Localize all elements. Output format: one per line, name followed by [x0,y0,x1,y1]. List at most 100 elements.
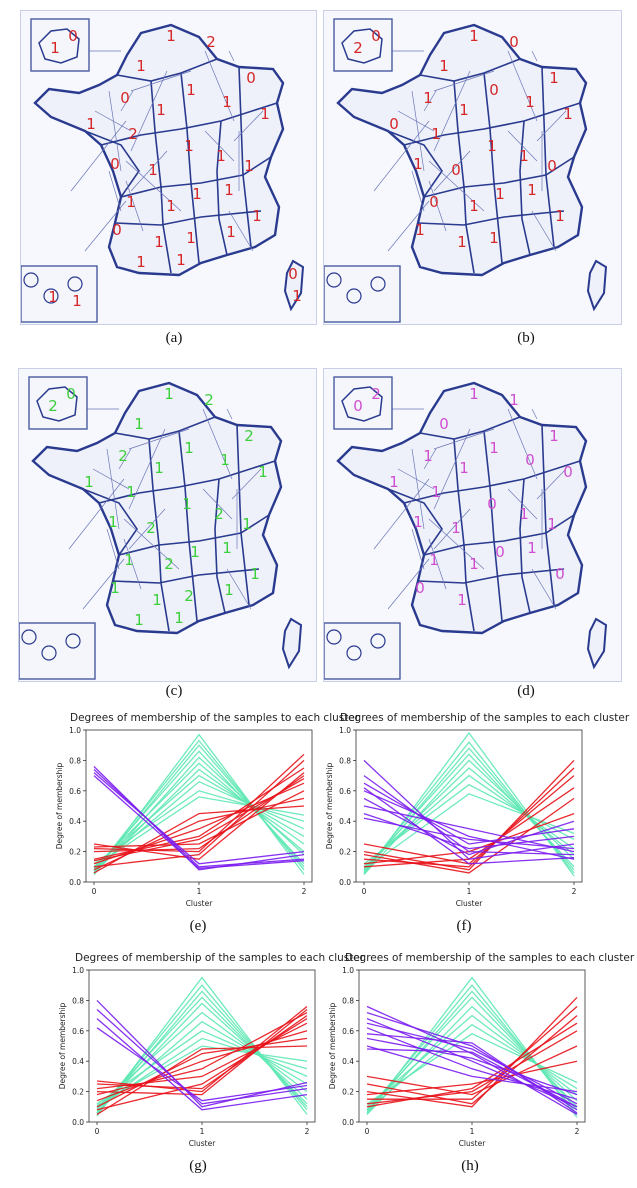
paris-inset [333,18,393,72]
overseas-territory-outline [370,276,386,292]
chart-title-e: Degrees of membership of the samples to … [70,712,360,724]
caption-h: (h) [461,1158,479,1174]
cluster-label: 0 [68,27,78,45]
overseas-inset [19,622,96,680]
region-border [98,460,276,504]
cluster-label: 1 [164,385,174,403]
y-tick-label: 0.6 [72,1027,84,1036]
department-border [204,130,235,162]
chart-title-h: Degrees of membership of the samples to … [345,952,635,964]
cluster-label: 1 [527,181,537,199]
department-border [130,150,168,192]
department-border [130,70,192,92]
region-border [238,66,252,248]
region-border [178,430,198,622]
cluster-label: 1 [292,287,302,305]
series-line-cluster-group-0 [93,790,305,865]
department-border [108,90,122,172]
series-line-cluster-group-2 [96,1018,308,1111]
cluster-label: 1 [451,519,461,537]
series-line-cluster-group-0 [363,774,575,868]
cluster-label: 0 [495,543,505,561]
cluster-label: 0 [555,565,565,583]
cluster-label: 1 [176,251,186,269]
region-border [453,438,475,632]
cluster-label: 1 [50,39,60,57]
cluster-label: 2 [204,391,214,409]
x-tick-label: 1 [197,887,202,896]
cluster-label: 0 [288,265,298,283]
cluster-label: 1 [136,253,146,271]
cluster-label: 2 [48,397,58,415]
y-axis-label: Degree of membership [58,1003,67,1090]
cluster-label: 2 [353,39,363,57]
series-line-cluster-group-2 [363,782,575,845]
caption-c: (c) [165,683,183,699]
series-line-cluster-group-0 [366,1023,578,1111]
department-border [94,110,132,132]
cluster-label: 1 [495,185,505,203]
region-border [541,66,555,248]
x-tick-label: 0 [92,887,97,896]
cluster-label: 0 [353,397,363,415]
membership-chart-g: 0.0 0.2 0.4 0.6 0.8 1.0 0 1 2 Cluster Degree of me… [58,966,316,1148]
corsica-outline [586,259,608,312]
overseas-territory-outline [65,633,81,649]
region-border [519,478,531,614]
department-border [411,170,425,212]
paris-inset-outline [36,386,78,422]
cluster-label: 1 [190,543,200,561]
series-line-cluster-group-0 [93,774,305,868]
series-line-cluster-group-2 [96,1009,308,1105]
x-axis-label: Cluster [456,899,484,908]
region-border [483,430,503,622]
series-line-cluster-group-1 [366,1030,578,1105]
cluster-label: 0 [429,193,439,211]
x-axis-label: Cluster [186,899,214,908]
series-line-cluster-group-1 [363,767,575,868]
caption-e: (e) [189,918,207,934]
region-border [116,58,218,82]
cluster-label: 2 [371,385,381,403]
y-tick-label: 0.2 [339,848,351,857]
series-line-cluster-group-2 [366,1045,578,1093]
series-line-cluster-group-2 [93,769,305,868]
department-border [433,428,471,510]
region-border [387,488,443,556]
cluster-label: 2 [164,555,174,573]
series-line-cluster-group-1 [366,996,578,1108]
y-tick-label: 0.8 [339,756,351,765]
region-border [100,102,278,146]
cluster-label: 1 [220,451,230,469]
cluster-label: 2 [118,447,128,465]
overseas-territory-outline [41,645,57,661]
cluster-label: 1 [222,539,232,557]
cluster-label: 1 [252,207,262,225]
cluster-label: 1 [174,609,184,627]
cluster-label: 1 [124,551,134,569]
y-tick-label: 0.8 [72,996,84,1005]
cluster-label: 0 [439,415,449,433]
cluster-label: 0 [415,579,425,597]
overseas-territory-outline [21,629,37,645]
y-tick-label: 1.0 [72,966,84,975]
cluster-label: 1 [469,555,479,573]
department-border [433,508,471,550]
region-border [453,80,475,274]
department-border [531,408,538,420]
department-border [84,200,127,252]
cluster-label: 1 [415,221,425,239]
y-tick-label: 0.8 [342,996,354,1005]
series-line-cluster-group-0 [93,762,305,869]
region-border [419,58,521,82]
y-axis-label: Degree of membership [325,763,334,850]
cluster-label: 1 [250,565,260,583]
department-border [202,408,233,480]
series-line-cluster-group-2 [366,1033,578,1114]
y-tick-label: 0.6 [342,1027,354,1036]
cluster-label: 1 [110,579,120,597]
y-tick-label: 0.4 [342,1057,354,1066]
series-line-cluster-group-1 [96,1012,308,1096]
cluster-label: 1 [519,147,529,165]
department-border [226,568,252,610]
